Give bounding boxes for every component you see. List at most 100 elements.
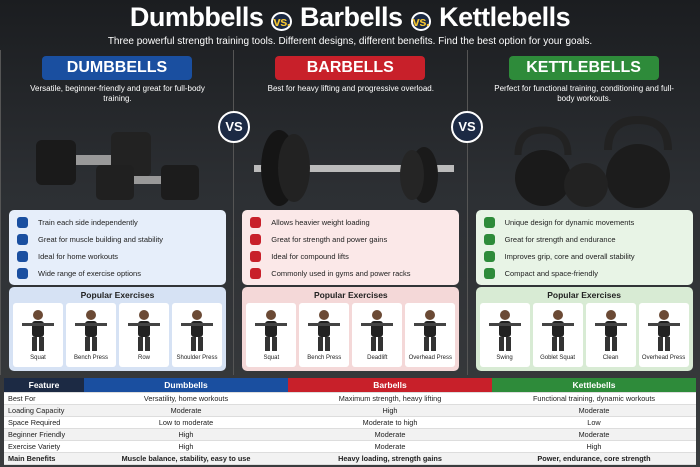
exercise-figure — [75, 310, 107, 351]
feature-item: Allows heavier weight loading — [250, 214, 451, 231]
exercise-figure — [181, 310, 213, 351]
feature-icon — [17, 217, 28, 228]
equipment-illustration — [254, 130, 455, 206]
table-cell: Moderate — [492, 428, 696, 441]
table-cell: Space Required — [4, 416, 84, 429]
table-cell: Main Benefits — [4, 452, 84, 466]
feature-item: Great for muscle building and stability — [17, 231, 218, 248]
exercise-panel: Popular Exercises Swing Goblet Squat Clean O… — [475, 287, 693, 371]
exercise-name: Clean — [602, 355, 619, 361]
table-header-row: Feature Dumbbells Barbells Kettlebells — [4, 378, 696, 393]
exercise-figure — [414, 310, 447, 351]
exercise-heading: Popular Exercises — [80, 290, 155, 300]
table-row: Main Benefits Muscle balance, stability, … — [4, 452, 696, 466]
column-title: DUMBBELLS — [42, 56, 192, 80]
feature-item: Ideal for compound lifts — [250, 248, 451, 265]
table-cell: Maximum strength, heavy lifting — [288, 392, 492, 405]
feature-icon — [17, 268, 28, 279]
exercise-heading: Popular Exercises — [547, 290, 621, 300]
feature-item: Great for strength and endurance — [483, 231, 685, 248]
feature-icon — [483, 251, 495, 262]
exercise-panel: Popular Exercises Squat Bench Press Row Shou… — [9, 287, 226, 371]
table-header-cell: Dumbbells — [84, 378, 288, 393]
table-cell: High — [288, 404, 492, 417]
feature-icon — [250, 217, 262, 228]
feature-icon — [250, 268, 262, 279]
feature-item: Train each side independently — [17, 214, 218, 231]
feature-item: Wide range of exercise options — [17, 265, 218, 282]
exercise-figure — [361, 310, 394, 351]
equipment-illustration — [514, 115, 672, 208]
equipment-illustration — [36, 132, 199, 200]
title-part: Kettlebells — [439, 2, 571, 32]
exercise-name: Goblet Squat — [540, 355, 576, 361]
table-cell: Moderate — [492, 404, 696, 417]
title: Dumbbells vs. Barbells vs. Kettlebells — [0, 2, 700, 36]
exercise-figure — [308, 310, 341, 351]
title-part: vs. — [271, 12, 292, 31]
feature-icon — [250, 234, 262, 245]
table-cell: Moderate to high — [288, 416, 492, 429]
exercise-tile: Bench Press — [66, 303, 116, 367]
exercise-figure — [128, 310, 160, 351]
exercise-name: Row — [137, 355, 150, 361]
table-cell: Power, endurance, core strength — [492, 452, 696, 466]
feature-icon — [17, 234, 28, 245]
column-description: Best for heavy lifting and progressive o… — [267, 84, 434, 93]
feature-icon — [250, 251, 262, 262]
exercise-name: Squat — [263, 355, 280, 361]
table-row: Exercise Variety High Moderate High — [4, 440, 696, 453]
table-cell: Heavy loading, strength gains — [288, 452, 492, 466]
exercise-tile: Squat — [246, 303, 297, 367]
feature-text: Unique design for dynamic movements — [504, 218, 635, 227]
table-row: Beginner Friendly High Moderate Moderate — [4, 428, 696, 441]
feature-list: Allows heavier weight loading Great for s… — [242, 210, 460, 285]
table-header-cell: Barbells — [288, 378, 492, 393]
column-description: Versatile, beginner-friendly and great f… — [30, 84, 205, 103]
column: DUMBBELLS Versatile, beginner-friendly an… — [0, 50, 233, 375]
feature-item: Unique design for dynamic movements — [483, 214, 685, 231]
exercise-figure — [541, 310, 574, 351]
feature-item: Compact and space-friendly — [483, 265, 685, 282]
column-title: BARBELLS — [275, 56, 426, 80]
vs-badge: VS — [451, 111, 483, 143]
exercise-tiles: Swing Goblet Squat Clean Overhead Press — [479, 303, 689, 367]
title-part: vs. — [410, 12, 432, 31]
exercise-tile: Shoulder Press — [172, 303, 222, 367]
feature-item: Commonly used in gyms and power racks — [250, 265, 451, 282]
feature-icon — [483, 234, 495, 245]
exercise-name: Swing — [496, 355, 513, 361]
table-cell: Functional training, dynamic workouts — [492, 392, 696, 405]
exercise-figure — [22, 310, 54, 351]
table-row: Best For Versatility, home workouts Maximu… — [4, 392, 696, 405]
exercise-tile: Bench Press — [299, 303, 350, 367]
feature-text: Wide range of exercise options — [38, 269, 141, 278]
title-part: Barbells — [299, 2, 403, 32]
feature-text: Great for strength and power gains — [271, 235, 388, 244]
exercise-name: Shoulder Press — [176, 355, 218, 361]
table-cell: High — [84, 440, 288, 453]
exercise-tile: Overhead Press — [405, 303, 456, 367]
table-cell: Beginner Friendly — [4, 428, 84, 441]
exercise-tile: Squat — [13, 303, 63, 367]
exercise-figure — [488, 310, 521, 351]
feature-item: Improves grip, core and overall stabilit… — [483, 248, 685, 265]
table-cell: Moderate — [288, 440, 492, 453]
exercise-name: Deadlift — [367, 355, 388, 361]
exercise-tile: Goblet Squat — [532, 303, 583, 367]
column: KETTLEBELLS Perfect for functional traini… — [466, 50, 700, 375]
exercise-figure — [647, 310, 680, 351]
subtitle: Three powerful strength training tools. … — [107, 36, 593, 47]
table-cell: Low — [492, 416, 696, 429]
table-cell: Muscle balance, stability, easy to use — [84, 452, 288, 466]
feature-text: Compact and space-friendly — [504, 269, 598, 278]
table-header-cell: Feature — [4, 378, 84, 393]
exercise-tile: Overhead Press — [638, 303, 689, 367]
feature-item: Ideal for home workouts — [17, 248, 218, 265]
feature-text: Train each side independently — [38, 218, 138, 227]
exercise-tile: Clean — [585, 303, 636, 367]
exercise-figure — [255, 310, 288, 351]
feature-icon — [483, 268, 495, 279]
table-cell: Best For — [4, 392, 84, 405]
